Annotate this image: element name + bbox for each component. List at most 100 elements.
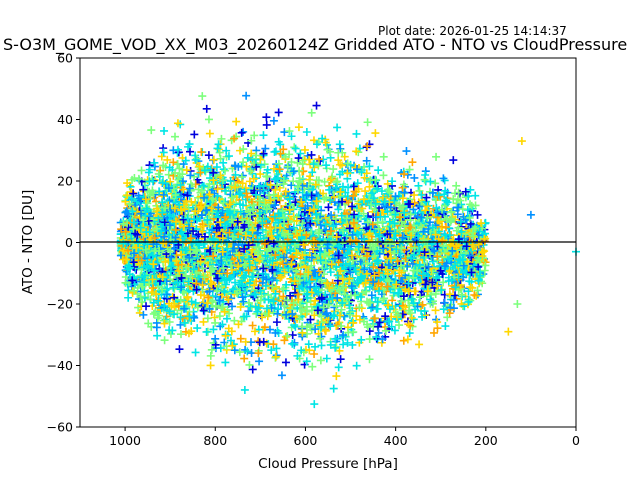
data-point — [247, 149, 256, 158]
data-point — [268, 274, 277, 283]
data-point — [408, 158, 417, 167]
data-point — [407, 313, 416, 322]
data-point — [294, 290, 303, 299]
data-point — [421, 170, 430, 179]
data-point — [190, 215, 199, 224]
data-point — [248, 205, 257, 214]
data-point — [323, 219, 332, 228]
data-point — [123, 179, 132, 188]
data-point — [421, 280, 430, 289]
data-point — [227, 265, 236, 274]
data-point — [191, 348, 200, 357]
data-point — [465, 277, 474, 286]
data-point — [468, 283, 477, 292]
data-point — [183, 229, 192, 238]
data-point — [346, 310, 355, 319]
data-point — [191, 155, 200, 164]
data-point — [431, 179, 440, 188]
data-point — [194, 230, 203, 239]
data-point — [245, 360, 254, 369]
data-point — [248, 272, 257, 281]
data-point — [320, 177, 329, 186]
data-point — [333, 293, 342, 302]
data-point — [138, 298, 147, 307]
data-point — [379, 171, 388, 180]
data-point — [143, 261, 152, 270]
data-point — [171, 168, 180, 177]
data-point — [397, 217, 406, 226]
data-point — [368, 261, 377, 270]
data-point — [285, 225, 294, 234]
data-point — [316, 248, 325, 257]
data-point — [239, 145, 248, 154]
data-point — [431, 306, 440, 315]
data-point — [405, 329, 414, 338]
data-point — [187, 297, 196, 306]
data-point — [415, 246, 424, 255]
data-point — [441, 322, 450, 331]
data-point — [355, 315, 364, 324]
data-point — [428, 188, 437, 197]
data-point — [297, 234, 306, 243]
data-point — [280, 128, 289, 137]
data-point — [339, 340, 348, 349]
data-point — [335, 241, 344, 250]
data-point — [181, 156, 190, 165]
data-point — [310, 400, 319, 409]
data-point — [426, 295, 435, 304]
data-point — [185, 253, 194, 262]
data-point — [393, 310, 402, 319]
data-point — [334, 258, 343, 267]
data-point — [352, 312, 361, 321]
data-point — [301, 256, 310, 265]
data-point — [289, 167, 298, 176]
data-point — [316, 256, 325, 265]
data-point — [391, 192, 400, 201]
data-point — [197, 148, 206, 157]
data-point — [396, 225, 405, 234]
data-point — [142, 227, 151, 236]
data-point — [331, 343, 340, 352]
data-point — [307, 108, 316, 117]
data-point — [365, 162, 374, 171]
data-point — [327, 211, 336, 220]
data-point — [238, 179, 247, 188]
data-point — [339, 283, 348, 292]
data-point — [259, 149, 268, 158]
data-point — [207, 280, 216, 289]
data-point — [265, 191, 274, 200]
data-point — [219, 165, 228, 174]
data-point — [415, 186, 424, 195]
data-point — [363, 142, 372, 151]
data-point — [341, 259, 350, 268]
data-point — [451, 283, 460, 292]
data-point — [227, 261, 236, 270]
data-point — [311, 180, 320, 189]
data-point — [374, 166, 383, 175]
data-point — [286, 304, 295, 313]
data-point — [276, 140, 285, 149]
data-point — [354, 199, 363, 208]
data-point — [433, 192, 442, 201]
data-point — [402, 147, 411, 156]
data-point — [176, 330, 185, 339]
data-point — [208, 296, 217, 305]
data-point — [261, 144, 270, 153]
data-point — [324, 203, 333, 212]
data-point — [369, 263, 378, 272]
data-point — [473, 286, 482, 295]
data-point — [258, 313, 267, 322]
data-point — [312, 283, 321, 292]
data-point — [404, 287, 413, 296]
data-point — [177, 250, 186, 259]
data-point — [304, 268, 313, 277]
data-point — [293, 158, 302, 167]
data-point — [193, 239, 202, 248]
data-point — [317, 341, 326, 350]
data-point — [336, 355, 345, 364]
data-point — [233, 217, 242, 226]
data-point — [160, 226, 169, 235]
data-point — [404, 320, 413, 329]
data-point — [202, 104, 211, 113]
